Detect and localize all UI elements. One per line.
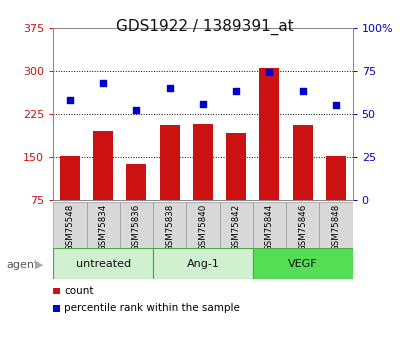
Bar — [252, 248, 352, 279]
Text: GSM75836: GSM75836 — [132, 204, 141, 252]
Bar — [219, 202, 252, 248]
Text: GSM75840: GSM75840 — [198, 204, 207, 252]
Bar — [160, 125, 179, 200]
Text: count: count — [64, 286, 94, 296]
Text: GSM75548: GSM75548 — [65, 204, 74, 252]
Bar — [285, 202, 319, 248]
Point — [199, 101, 206, 106]
Point — [67, 97, 73, 103]
Point — [265, 70, 272, 75]
Point — [166, 85, 173, 91]
Bar — [53, 202, 86, 248]
Text: ▶: ▶ — [35, 260, 43, 270]
Text: GDS1922 / 1389391_at: GDS1922 / 1389391_at — [116, 19, 293, 35]
Bar — [126, 164, 146, 200]
Bar — [53, 248, 153, 279]
Point — [100, 80, 106, 86]
Text: GSM75844: GSM75844 — [264, 204, 273, 252]
Text: GSM75842: GSM75842 — [231, 204, 240, 252]
Bar — [226, 133, 245, 200]
Bar — [153, 248, 252, 279]
Bar — [186, 202, 219, 248]
Bar — [86, 202, 119, 248]
Point — [332, 102, 338, 108]
Bar — [60, 156, 80, 200]
Bar — [252, 202, 285, 248]
Text: agent: agent — [6, 260, 38, 270]
Bar — [119, 202, 153, 248]
Text: untreated: untreated — [75, 259, 130, 269]
Point — [133, 108, 139, 113]
Bar — [292, 125, 312, 200]
Text: GSM75834: GSM75834 — [99, 204, 108, 252]
Text: percentile rank within the sample: percentile rank within the sample — [64, 304, 240, 313]
Bar — [319, 202, 352, 248]
Bar — [93, 131, 113, 200]
Bar — [259, 68, 279, 200]
Bar — [193, 124, 212, 200]
Bar — [325, 156, 345, 200]
Text: Ang-1: Ang-1 — [186, 259, 219, 269]
Point — [232, 89, 239, 94]
Text: GSM75848: GSM75848 — [330, 204, 339, 252]
Point — [299, 89, 305, 94]
Bar — [153, 202, 186, 248]
Text: GSM75846: GSM75846 — [297, 204, 306, 252]
Text: GSM75838: GSM75838 — [165, 204, 174, 252]
Text: VEGF: VEGF — [287, 259, 317, 269]
